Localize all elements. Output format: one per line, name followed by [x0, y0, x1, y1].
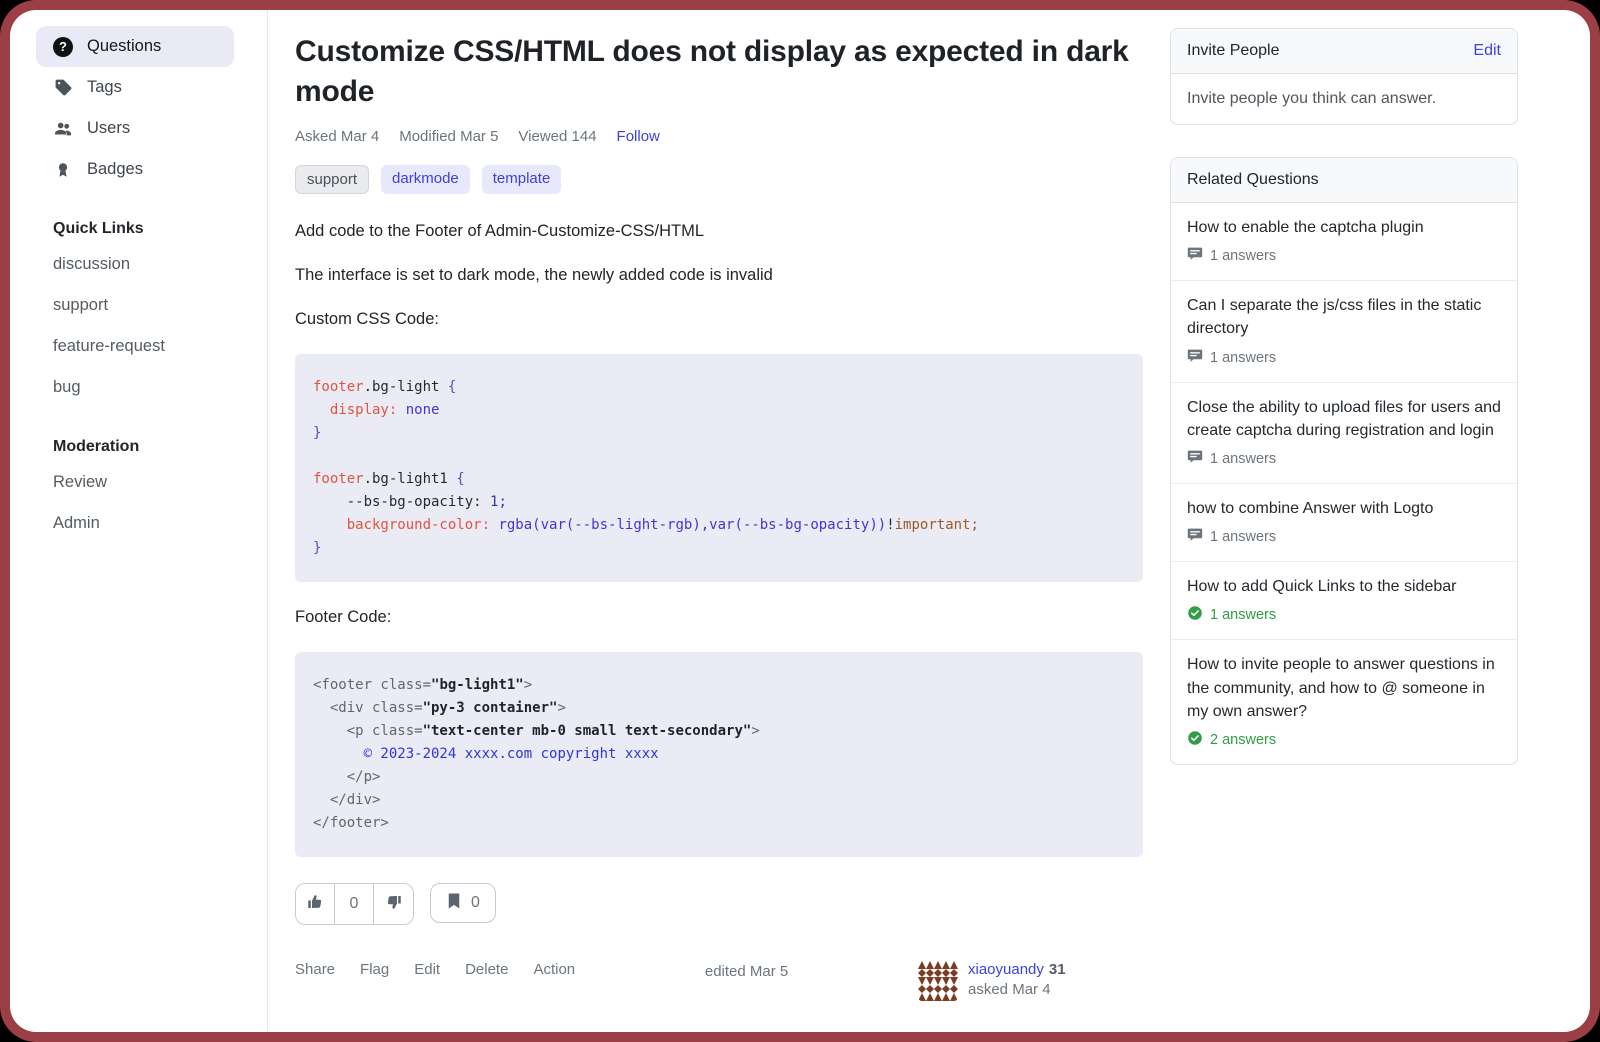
related-questions-header: Related Questions [1171, 158, 1517, 203]
sidebar-item-label: Questions [87, 37, 162, 55]
code-block-footer-html: <footer class="bg-light1"> <div class="p… [295, 652, 1143, 858]
delete-button[interactable]: Delete [465, 961, 509, 979]
related-questions-card: Related Questions How to enable the capt… [1170, 157, 1518, 765]
page-title: Customize CSS/HTML does not display as e… [295, 35, 1129, 108]
question-actions: Share Flag Edit Delete Action [295, 961, 575, 978]
message-icon [1187, 246, 1203, 266]
vote-row: 0 0 [295, 883, 1143, 926]
right-sidebar: Invite People Edit Invite people you thi… [1170, 10, 1518, 1032]
related-question-link[interactable]: how to combine Answer with Logto [1187, 499, 1434, 517]
question-circle-icon: ? [53, 36, 73, 57]
answer-count: 1 answers [1187, 449, 1501, 469]
related-question-item: Close the ability to upload files for us… [1171, 383, 1517, 484]
answer-count: 1 answers [1187, 246, 1501, 266]
sidebar-link-discussion[interactable]: discussion [53, 255, 131, 273]
sidebar-link-admin[interactable]: Admin [53, 514, 100, 532]
users-icon [53, 119, 73, 139]
asked-date: Asked Mar 4 [295, 128, 380, 146]
sidebar-item-label: Users [87, 119, 131, 137]
answer-count: 1 answers [1187, 527, 1501, 547]
bookmark-count: 0 [471, 894, 480, 912]
share-button[interactable]: Share [295, 961, 336, 979]
code-block-css: footer.bg-light { display: none} footer.… [295, 354, 1143, 583]
view-count: Viewed 144 [518, 128, 597, 146]
edited-timestamp[interactable]: edited Mar 5 [704, 963, 789, 981]
badge-icon [53, 160, 73, 180]
related-question-link[interactable]: Can I separate the js/css files in the s… [1187, 297, 1482, 338]
thumbs-up-icon [306, 893, 324, 916]
related-question-item: How to enable the captcha plugin 1 answe… [1171, 203, 1517, 282]
related-question-link[interactable]: How to add Quick Links to the sidebar [1187, 578, 1457, 596]
bookmark-button[interactable]: 0 [430, 883, 496, 924]
answer-count: 1 answers [1187, 605, 1501, 625]
tag-icon [53, 78, 73, 98]
tag-support[interactable]: support [295, 165, 370, 195]
tag-darkmode[interactable]: darkmode [381, 165, 470, 195]
sidebar-section-moderation: Moderation [53, 438, 140, 455]
question-main: Customize CSS/HTML does not display as e… [295, 10, 1143, 1032]
sidebar-link-bug[interactable]: bug [53, 378, 81, 396]
question-paragraph: The interface is set to dark mode, the n… [295, 266, 773, 285]
sidebar-item-questions[interactable]: ? Questions [36, 26, 234, 67]
question-page: ? Questions Tags Users Badges Quick Link… [10, 10, 1590, 1032]
message-icon [1187, 527, 1203, 547]
sidebar-link-review[interactable]: Review [53, 473, 108, 491]
tag-template[interactable]: template [481, 165, 562, 195]
follow-link[interactable]: Follow [616, 128, 660, 146]
question-paragraph: Footer Code: [295, 608, 392, 627]
invite-edit-link[interactable]: Edit [1473, 42, 1501, 59]
sidebar-section-quick-links: Quick Links [53, 220, 144, 237]
related-question-link[interactable]: Close the ability to upload files for us… [1187, 398, 1501, 439]
sidebar-link-feature-request[interactable]: feature-request [53, 337, 165, 355]
author-reputation: 31 [1048, 961, 1066, 979]
author-name-link[interactable]: xiaoyuandy [968, 961, 1044, 979]
answer-count: 2 answers [1187, 730, 1501, 750]
action-row: Share Flag Edit Delete Action edited Mar… [295, 961, 1143, 1002]
vote-count: 0 [335, 884, 374, 925]
related-question-item: How to invite people to answer questions… [1171, 640, 1517, 764]
sidebar-link-support[interactable]: support [53, 296, 109, 314]
related-question-item: How to add Quick Links to the sidebar 1 … [1171, 562, 1517, 641]
invite-people-body: Invite people you think can answer. [1187, 90, 1437, 107]
question-paragraph: Add code to the Footer of Admin-Customiz… [295, 222, 705, 241]
sidebar-item-badges[interactable]: Badges [36, 149, 234, 190]
related-question-item: Can I separate the js/css files in the s… [1171, 281, 1517, 383]
sidebar-item-label: Badges [87, 160, 143, 178]
avatar[interactable] [918, 961, 958, 1002]
message-icon [1187, 449, 1203, 469]
vote-button-group: 0 [295, 883, 414, 926]
message-icon [1187, 348, 1203, 368]
upvote-button[interactable] [296, 884, 335, 925]
thumbs-down-icon [385, 893, 403, 916]
edit-button[interactable]: Edit [414, 961, 441, 979]
invite-people-header: Invite People Edit [1171, 29, 1517, 74]
flag-button[interactable]: Flag [360, 961, 390, 979]
sidebar: ? Questions Tags Users Badges Quick Link… [10, 10, 268, 1032]
related-question-item: how to combine Answer with Logto 1 answe… [1171, 484, 1517, 563]
sidebar-item-tags[interactable]: Tags [36, 67, 234, 108]
author-meta: xiaoyuandy 31 asked Mar 4 [968, 961, 1066, 1001]
answer-count: 1 answers [1187, 348, 1501, 368]
author-asked-date: asked Mar 4 [968, 981, 1051, 999]
question-meta: Asked Mar 4 Modified Mar 5 Viewed 144 Fo… [295, 128, 1143, 145]
bookmark-icon [446, 892, 462, 915]
invite-people-title: Invite People [1187, 42, 1280, 59]
sidebar-item-users[interactable]: Users [36, 108, 234, 149]
downvote-button[interactable] [374, 884, 413, 925]
action-button[interactable]: Action [533, 961, 576, 979]
check-circle-icon [1187, 605, 1203, 625]
invite-people-card: Invite People Edit Invite people you thi… [1170, 28, 1518, 125]
tag-row: support darkmode template [295, 165, 1143, 195]
author-block: xiaoyuandy 31 asked Mar 4 [918, 961, 1143, 1002]
sidebar-item-label: Tags [87, 78, 122, 96]
related-question-link[interactable]: How to invite people to answer questions… [1187, 656, 1495, 720]
related-question-link[interactable]: How to enable the captcha plugin [1187, 219, 1424, 236]
question-paragraph: Custom CSS Code: [295, 310, 439, 329]
modified-date: Modified Mar 5 [399, 128, 499, 146]
check-circle-icon [1187, 730, 1203, 750]
